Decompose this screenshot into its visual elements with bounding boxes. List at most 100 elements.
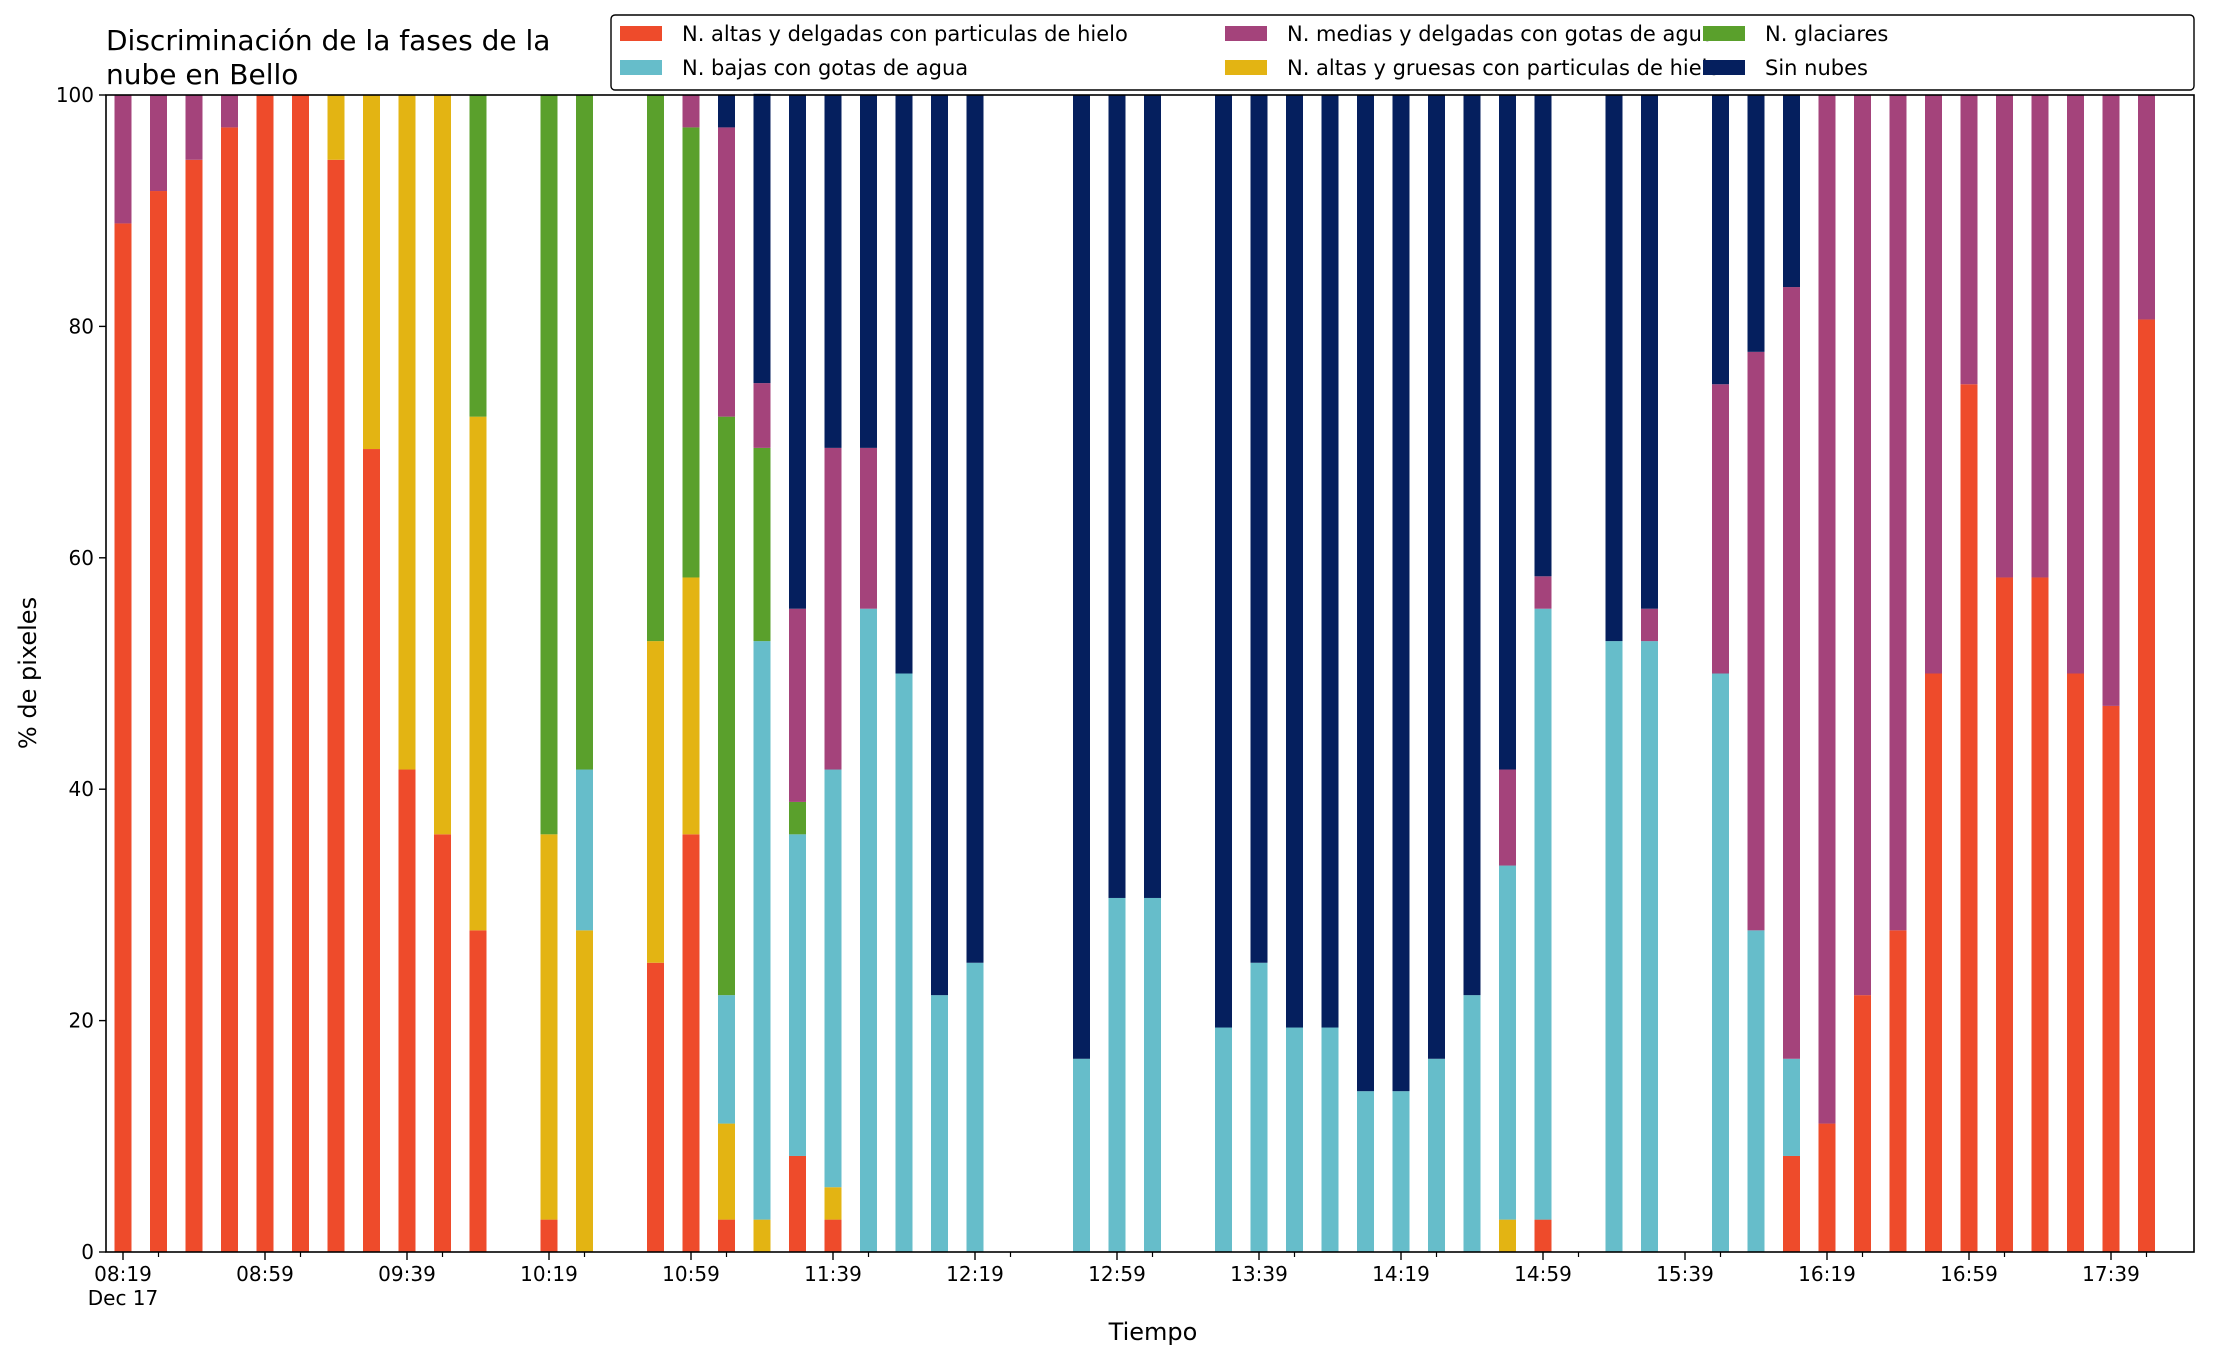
bar-segment-sin_nubes-1429 [1428, 95, 1445, 1059]
legend-label-sin_nubes: Sin nubes [1765, 56, 1868, 80]
bar-segment-bajas_agua-1459 [1534, 608, 1552, 1220]
y-tick-label: 20 [69, 1009, 94, 1033]
bar-segment-sin_nubes-1549 [1712, 95, 1729, 385]
bar-segment-altas_delgadas-0919 [327, 159, 345, 1252]
bar-segment-bajas_agua-1359 [1321, 1027, 1339, 1252]
bar-segment-medias_agua-0849 [221, 95, 238, 128]
bar-segment-medias_agua-1629 [1854, 95, 1871, 996]
bar-segment-altas_gruesas-0949 [434, 95, 451, 835]
bar-segment-altas_gruesas-1019 [540, 834, 558, 1220]
bar-segment-altas_gruesas-1049 [647, 641, 664, 963]
bar-segment-sin_nubes-1449 [1499, 95, 1516, 770]
plot-frame [105, 94, 2195, 1253]
bar-segment-altas_delgadas-0829 [150, 191, 167, 1252]
x-tick-label: 17:39 [2082, 1262, 2140, 1286]
bar-segment-bajas_agua-1549 [1712, 673, 1729, 1252]
bars-layer [114, 93, 2155, 1253]
legend-label-altas_delgadas: N. altas y delgadas con particulas de hi… [682, 22, 1128, 46]
bar-segment-sin_nubes-1519 [1605, 95, 1623, 642]
bar-segment-sin_nubes-1339 [1250, 95, 1268, 963]
bar-segment-sin_nubes-1359 [1321, 95, 1339, 1028]
bar-segment-altas_delgadas-1129 [789, 1155, 806, 1252]
bar-segment-sin_nubes-1529 [1641, 95, 1658, 609]
bar-segment-altas_delgadas-1019 [540, 1219, 558, 1252]
bar-segment-altas_delgadas-1649 [1925, 673, 1942, 1252]
bar-segment-sin_nubes-1459 [1534, 95, 1552, 577]
legend-swatch-medias_agua [1225, 26, 1267, 41]
bar-segment-glaciares-1119 [753, 447, 771, 642]
bar-segment-sin_nubes-1109 [718, 95, 735, 128]
bar-segment-medias_agua-1749 [2138, 95, 2155, 320]
bar-segment-sin_nubes-1439 [1463, 95, 1481, 996]
bar-segment-altas_delgadas-1609 [1783, 1155, 1800, 1252]
bar-segment-sin_nubes-1209 [931, 95, 948, 996]
x-tick-label: 13:39 [1230, 1262, 1288, 1286]
x-tick-label: 11:39 [804, 1262, 862, 1286]
bar-segment-bajas_agua-1119 [753, 641, 771, 1220]
bar-segment-sin_nubes-1409 [1357, 95, 1374, 1092]
x-tick-label: 08:19 [94, 1262, 152, 1286]
bar-segment-glaciares-1109 [718, 416, 735, 996]
bar-segment-medias_agua-0839 [185, 95, 203, 160]
legend-label-medias_agua: N. medias y delgadas con gotas de agua [1287, 22, 1715, 46]
bar-segment-medias_agua-1109 [718, 127, 735, 417]
bar-segment-altas_gruesas-1119 [753, 1219, 771, 1252]
bar-segment-bajas_agua-1609 [1783, 1058, 1800, 1156]
bar-segment-bajas_agua-1449 [1499, 865, 1516, 1220]
bar-segment-altas_delgadas-0849 [221, 127, 238, 1252]
bar-segment-bajas_agua-1519 [1605, 641, 1623, 1252]
bar-segment-altas_delgadas-0859 [256, 95, 274, 1252]
bar-segment-altas_gruesas-0939 [398, 95, 416, 770]
chart-title-line-1: Discriminación de la fases de la [106, 24, 550, 57]
x-tick-label: 15:39 [1656, 1262, 1714, 1286]
bar-segment-medias_agua-0819 [114, 95, 132, 224]
x-tick-sublabel: Dec 17 [88, 1286, 159, 1310]
bar-segment-altas_delgadas-1749 [2138, 319, 2155, 1253]
bar-segment-bajas_agua-1249 [1073, 1058, 1090, 1252]
bar-segment-sin_nubes-1119 [753, 93, 771, 384]
bar-segment-bajas_agua-1259 [1108, 897, 1126, 1252]
bar-segment-altas_gruesas-0929 [363, 95, 380, 450]
x-tick-label: 10:59 [662, 1262, 720, 1286]
bar-segment-sin_nubes-1609 [1783, 95, 1800, 288]
bar-segment-bajas_agua-1329 [1215, 1027, 1232, 1252]
bar-segment-glaciares-0959 [469, 95, 487, 417]
bar-segment-bajas_agua-1029 [576, 769, 593, 931]
bar-segment-sin_nubes-1419 [1392, 95, 1410, 1092]
bar-segment-altas_delgadas-1639 [1889, 930, 1907, 1252]
bar-segment-bajas_agua-1439 [1463, 995, 1481, 1252]
legend-swatch-bajas_agua [620, 60, 662, 75]
bar-segment-glaciares-1049 [647, 95, 664, 642]
y-tick-label: 80 [69, 314, 94, 338]
bar-segment-sin_nubes-1139 [824, 95, 842, 448]
bar-segment-altas_delgadas-0839 [185, 159, 203, 1252]
legend: N. altas y delgadas con particulas de hi… [610, 14, 2195, 91]
bar-segment-sin_nubes-1559 [1747, 95, 1765, 352]
bar-segment-sin_nubes-1329 [1215, 95, 1232, 1028]
bar-segment-glaciares-1059 [682, 127, 700, 578]
x-tick-label: 08:59 [236, 1262, 294, 1286]
bar-segment-glaciares-1129 [789, 801, 806, 835]
x-tick-label: 12:59 [1088, 1262, 1146, 1286]
bar-segment-altas_delgadas-1719 [2031, 577, 2049, 1252]
bar-segment-bajas_agua-1209 [931, 995, 948, 1252]
bar-segment-altas_delgadas-1729 [2067, 673, 2084, 1252]
bar-segment-medias_agua-1659 [1960, 95, 1978, 385]
bar-segment-bajas_agua-1409 [1357, 1091, 1374, 1252]
bar-segment-bajas_agua-1139 [824, 769, 842, 1188]
chart-title-line-2: nube en Bello [106, 58, 298, 91]
bar-segment-altas_delgadas-0959 [469, 930, 487, 1252]
bar-segment-medias_agua-1729 [2067, 95, 2084, 674]
bar-segment-altas_delgadas-1139 [824, 1219, 842, 1252]
bar-segment-bajas_agua-1109 [718, 995, 735, 1124]
bar-segment-altas_gruesas-1029 [576, 930, 593, 1252]
bar-segment-altas_gruesas-1449 [1499, 1219, 1516, 1252]
legend-swatch-altas_gruesas [1225, 60, 1267, 75]
bar-segment-sin_nubes-1259 [1108, 95, 1126, 898]
bar-segment-altas_delgadas-0949 [434, 834, 451, 1252]
bar-segment-altas_gruesas-0919 [327, 95, 345, 160]
x-tick-label: 16:59 [1940, 1262, 1998, 1286]
bar-segment-bajas_agua-1149 [860, 608, 877, 1252]
x-tick-label: 12:19 [946, 1262, 1004, 1286]
